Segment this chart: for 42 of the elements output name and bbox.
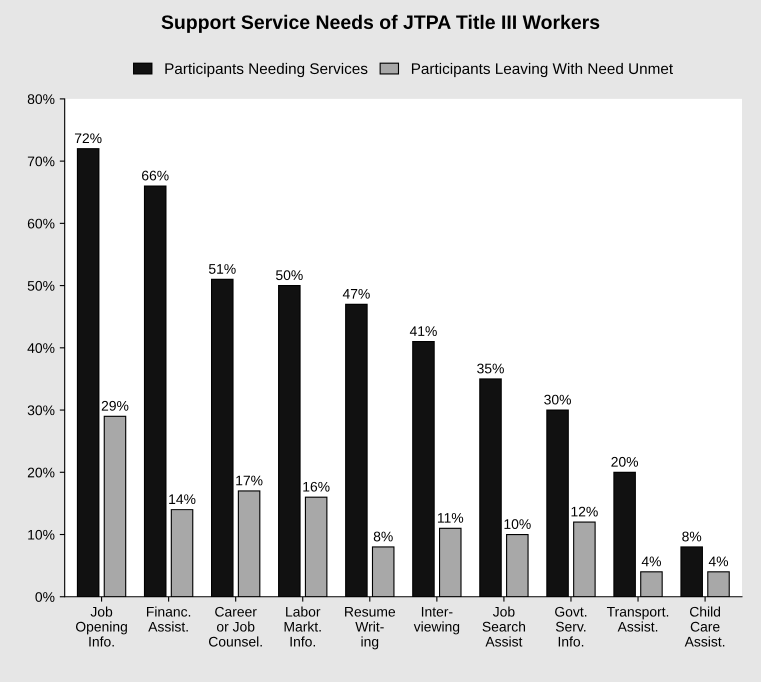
data-label: 47% bbox=[342, 288, 370, 299]
x-tick-label: Financ. Assist. bbox=[146, 606, 190, 632]
y-tick-label: 50% bbox=[28, 280, 54, 291]
data-label: 12% bbox=[572, 506, 598, 516]
x-tick-label: Labor Markt. Info. bbox=[284, 606, 321, 647]
x-tick-label: Job Opening Info. bbox=[76, 606, 127, 647]
y-tick-label: 20% bbox=[28, 468, 54, 478]
data-label: 35% bbox=[477, 364, 504, 374]
y-tick-label: 40% bbox=[27, 343, 54, 353]
x-tick-label: Govt. Serv. Info. bbox=[555, 606, 586, 647]
x-tick-label: Career or Job Counsel. bbox=[208, 606, 262, 647]
data-label: 14% bbox=[169, 494, 196, 504]
x-tick-label: Transport. Assist. bbox=[606, 606, 668, 632]
data-label: 8% bbox=[374, 532, 393, 542]
x-tick-label: Job Search Assist bbox=[482, 606, 526, 647]
chart-title: Support Service Needs of JTPA Title III Workers bbox=[162, 14, 600, 33]
legend-label: Participants Needing Services bbox=[165, 62, 368, 78]
y-tick-label: 80% bbox=[28, 94, 54, 104]
y-tick-label: 0% bbox=[35, 592, 54, 602]
data-label: 16% bbox=[303, 482, 330, 492]
data-label: 41% bbox=[410, 326, 437, 336]
y-tick-label: 70% bbox=[28, 156, 54, 166]
data-label: 72% bbox=[74, 133, 102, 144]
data-label: 4% bbox=[708, 556, 728, 566]
data-label: 29% bbox=[102, 400, 128, 411]
x-tick-label: Resume Writ- ing bbox=[345, 606, 396, 650]
x-tick-label: Inter- viewing bbox=[414, 606, 460, 634]
data-label: 17% bbox=[236, 476, 262, 486]
data-label: 4% bbox=[642, 556, 661, 566]
data-label: 8% bbox=[682, 532, 702, 542]
data-label: 50% bbox=[276, 270, 303, 280]
legend-label: Participants Leaving With Need Unmet bbox=[412, 62, 673, 78]
y-tick-label: 60% bbox=[28, 218, 54, 229]
data-label: 10% bbox=[504, 519, 531, 529]
data-label: 11% bbox=[438, 512, 464, 523]
y-tick-label: 30% bbox=[28, 405, 54, 416]
data-label: 66% bbox=[142, 170, 169, 180]
data-label: 30% bbox=[544, 394, 571, 405]
data-label: 20% bbox=[611, 456, 638, 467]
data-label: 51% bbox=[208, 264, 236, 274]
x-tick-label: Child Care Assist. bbox=[684, 606, 724, 647]
y-tick-label: 10% bbox=[28, 530, 54, 540]
